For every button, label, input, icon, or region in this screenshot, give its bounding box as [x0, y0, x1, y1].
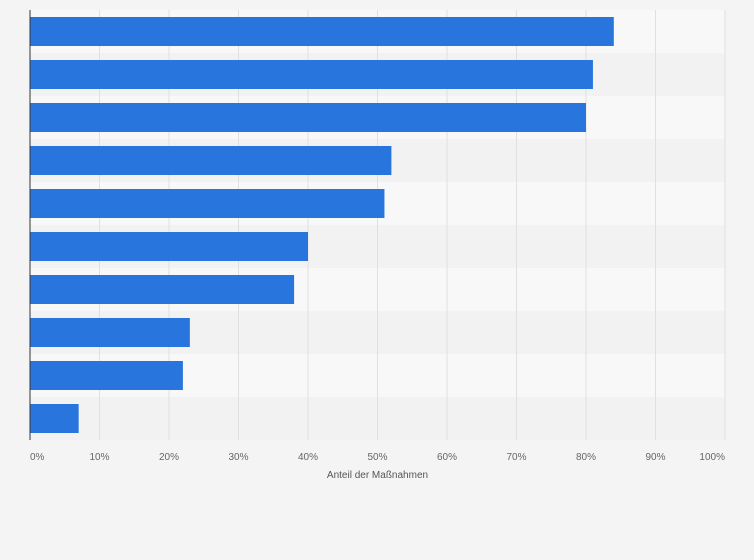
bar-4[interactable]	[30, 146, 392, 175]
bar-7[interactable]	[30, 275, 295, 304]
bar-8[interactable]	[30, 318, 190, 347]
x-tick-label: 20%	[159, 452, 179, 463]
x-axis-tick-labels: 0% 10% 20% 30% 40% 50% 60% 70% 80% 90% 100%	[30, 452, 725, 463]
bar-9[interactable]	[30, 361, 183, 390]
bars	[30, 17, 614, 433]
x-tick-label: 100%	[699, 452, 725, 463]
x-tick-label: 60%	[437, 452, 457, 463]
x-tick-label: 90%	[645, 452, 665, 463]
x-tick-label: 0%	[30, 452, 45, 463]
x-tick-label: 40%	[298, 452, 318, 463]
x-axis-title: Anteil der Maßnahmen	[327, 470, 428, 481]
x-tick-label: 30%	[228, 452, 248, 463]
bar-6[interactable]	[30, 232, 308, 261]
x-tick-label: 10%	[89, 452, 109, 463]
x-tick-label: 70%	[506, 452, 526, 463]
x-tick-label: 50%	[367, 452, 387, 463]
bar-2[interactable]	[30, 60, 593, 89]
x-tick-label: 80%	[576, 452, 596, 463]
bar-10[interactable]	[30, 404, 79, 433]
bar-5[interactable]	[30, 189, 385, 218]
bar-1[interactable]	[30, 17, 614, 46]
bar-3[interactable]	[30, 103, 586, 132]
